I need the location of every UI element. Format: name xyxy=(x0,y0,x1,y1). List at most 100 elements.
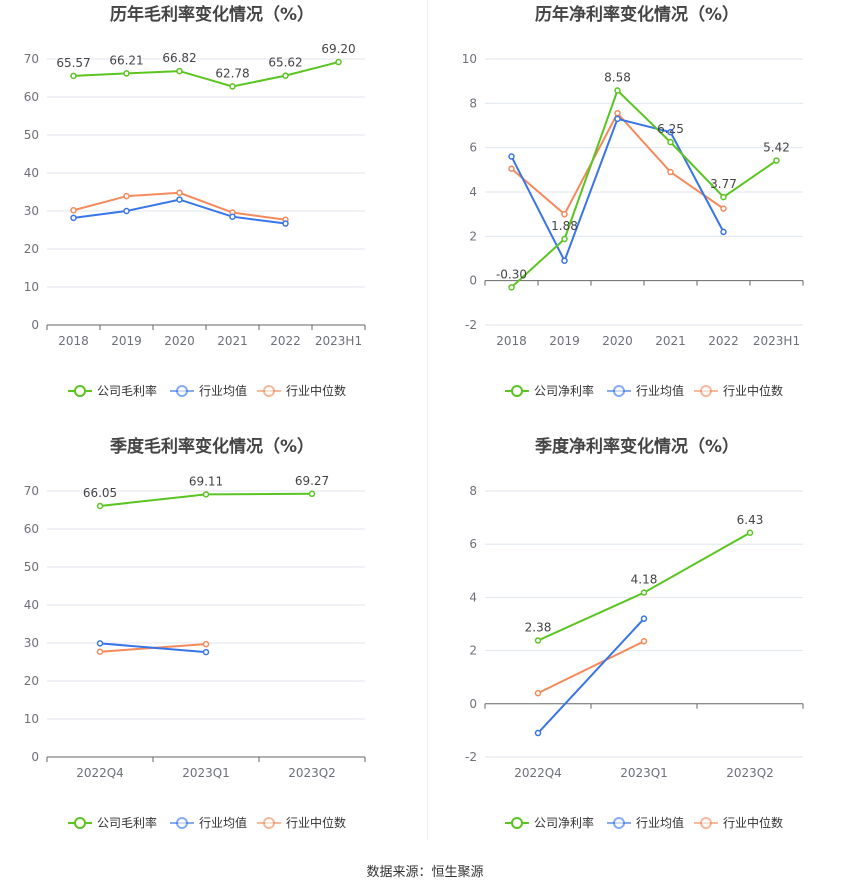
legend-label: 行业均值 xyxy=(636,383,684,398)
x-tick-label: 2023Q2 xyxy=(726,766,774,780)
x-tick-label: 2022Q4 xyxy=(514,766,562,780)
data-point xyxy=(282,72,289,79)
data-point xyxy=(70,214,77,222)
x-tick-label: 2020 xyxy=(602,334,633,348)
data-point xyxy=(308,490,316,498)
data-point xyxy=(96,502,104,510)
legend-label: 公司毛利率 xyxy=(97,383,157,398)
data-label: 62.78 xyxy=(215,66,249,80)
data-point xyxy=(773,157,780,164)
y-tick-label: 6 xyxy=(469,141,477,155)
data-label: 65.62 xyxy=(268,56,302,70)
data-source: 数据来源：恒生聚源 xyxy=(366,865,484,880)
data-point xyxy=(229,83,236,90)
legend-marker-icon xyxy=(263,817,275,829)
data-label: 4.18 xyxy=(631,573,658,587)
series-line-1 xyxy=(510,117,725,264)
data-point xyxy=(70,72,77,80)
chart-title: 历年净利率变化情况（%） xyxy=(535,4,739,25)
chart-title: 季度净利率变化情况（%） xyxy=(535,436,739,457)
data-point xyxy=(335,58,342,66)
data-label: 6.43 xyxy=(737,513,764,527)
data-point xyxy=(640,615,648,622)
data-label: 66.82 xyxy=(162,51,196,65)
x-tick-label: 2020 xyxy=(164,334,195,348)
data-label: 8.58 xyxy=(604,70,631,84)
data-point xyxy=(229,213,236,220)
legend-label: 行业中位数 xyxy=(286,383,346,398)
x-tick-label: 2023Q1 xyxy=(182,766,230,780)
data-point xyxy=(202,491,210,498)
y-tick-label: 4 xyxy=(469,590,477,604)
annual-gross-margin-chart: 历年毛利率变化情况（%） 0 10 20 30 40 50 60 70 2018 2019 2020 2… xyxy=(0,0,425,432)
legend-label: 行业均值 xyxy=(199,383,247,398)
x-tick-label: 2023Q2 xyxy=(288,766,336,780)
data-point xyxy=(667,138,674,146)
legend-label: 行业均值 xyxy=(199,815,247,830)
y-tick-label: 2 xyxy=(469,644,477,658)
legend-marker-icon xyxy=(263,385,275,397)
y-tick-label: 8 xyxy=(469,96,477,110)
y-tick-label: 10 xyxy=(24,280,39,294)
y-tick-label: 40 xyxy=(24,598,39,612)
y-tick-label: 10 xyxy=(24,712,39,726)
data-label: 3.77 xyxy=(710,177,737,191)
x-tick-label: 2023H1 xyxy=(753,334,800,348)
legend-marker-icon xyxy=(74,817,86,829)
y-tick-label: 6 xyxy=(469,537,477,551)
data-label: 66.21 xyxy=(109,53,143,67)
x-tick-label: 2022 xyxy=(708,334,739,348)
data-point xyxy=(640,638,648,645)
data-point xyxy=(534,637,542,644)
legend-label: 公司净利率 xyxy=(534,383,594,398)
legend-marker-icon xyxy=(511,385,523,397)
x-tick-label: 2018 xyxy=(58,334,89,348)
y-tick-label: 30 xyxy=(24,636,39,650)
legend-marker-icon xyxy=(511,817,523,829)
y-tick-label: 70 xyxy=(24,52,39,66)
data-point xyxy=(720,228,727,236)
series-line-0 xyxy=(73,61,339,88)
y-tick-label: 0 xyxy=(31,750,39,764)
x-tick-label: 2022 xyxy=(270,334,301,348)
data-point xyxy=(123,70,130,77)
data-label: 66.05 xyxy=(83,486,117,500)
data-point xyxy=(508,165,515,172)
data-point xyxy=(202,648,210,656)
data-point xyxy=(96,640,104,647)
data-point xyxy=(123,207,130,215)
data-label: 6.25 xyxy=(657,122,684,136)
data-point xyxy=(667,128,674,136)
x-tick-label: 2018 xyxy=(496,334,527,348)
x-tick-label: 2019 xyxy=(549,334,580,348)
data-point xyxy=(614,87,621,94)
y-tick-label: 50 xyxy=(24,560,39,574)
y-tick-label: 0 xyxy=(469,274,477,288)
data-point xyxy=(96,648,104,655)
data-label: 69.11 xyxy=(189,474,223,488)
quarterly-net-margin-chart: 季度净利率变化情况（%） -2 0 2 4 6 8 2022Q4 2023Q1 2023Q2 2.3… xyxy=(425,432,850,864)
data-point xyxy=(561,257,568,264)
data-point xyxy=(202,640,210,648)
x-tick-label: 2021 xyxy=(217,334,248,348)
data-label: 69.27 xyxy=(295,474,329,488)
x-tick-label: 2023H1 xyxy=(315,334,362,348)
y-tick-label: 60 xyxy=(24,90,39,104)
annual-net-margin-chart: 历年净利率变化情况（%） -2 0 2 4 6 8 10 2018 2019 2020 2021 202… xyxy=(425,0,850,432)
legend-label: 行业中位数 xyxy=(286,815,346,830)
y-tick-label: 4 xyxy=(469,185,477,199)
data-point xyxy=(123,192,130,200)
quarterly-gross-margin-chart: 季度毛利率变化情况（%） 0 10 20 30 40 50 60 70 2022Q4 2023Q1 2… xyxy=(0,432,425,864)
legend-marker-icon xyxy=(613,817,625,829)
data-point xyxy=(176,67,183,75)
y-tick-label: 20 xyxy=(24,674,39,688)
data-point xyxy=(282,220,289,227)
data-label: 2.38 xyxy=(525,620,552,634)
y-tick-label: 8 xyxy=(469,484,477,498)
legend-label: 公司毛利率 xyxy=(97,815,157,830)
data-point xyxy=(534,689,542,697)
divider xyxy=(427,0,428,840)
data-point xyxy=(720,205,727,212)
legend-label: 行业中位数 xyxy=(723,383,783,398)
